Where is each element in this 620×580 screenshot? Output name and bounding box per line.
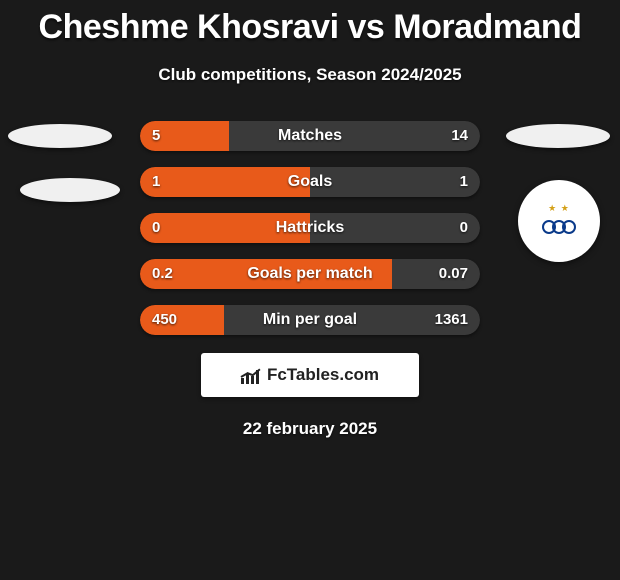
- fctables-label: FcTables.com: [267, 365, 379, 385]
- fctables-watermark: FcTables.com: [201, 353, 419, 397]
- chart-icon: [241, 366, 261, 384]
- stat-label: Matches: [140, 121, 480, 151]
- stat-bar: 4501361Min per goal: [140, 305, 480, 335]
- stat-label: Min per goal: [140, 305, 480, 335]
- stat-label: Hattricks: [140, 213, 480, 243]
- stat-label: Goals: [140, 167, 480, 197]
- stat-row: 4501361Min per goal: [0, 305, 620, 335]
- stat-bar: 0.20.07Goals per match: [140, 259, 480, 289]
- stat-row: 11Goals: [0, 167, 620, 197]
- stat-bar: 514Matches: [140, 121, 480, 151]
- stat-row: 00Hattricks: [0, 213, 620, 243]
- stat-row: 0.20.07Goals per match: [0, 259, 620, 289]
- stat-bar: 00Hattricks: [140, 213, 480, 243]
- stat-bar: 11Goals: [140, 167, 480, 197]
- date-label: 22 february 2025: [0, 419, 620, 439]
- page-title: Cheshme Khosravi vs Moradmand: [0, 0, 620, 47]
- subtitle: Club competitions, Season 2024/2025: [0, 65, 620, 85]
- stat-label: Goals per match: [140, 259, 480, 289]
- stat-row: 514Matches: [0, 121, 620, 151]
- stats-comparison: 514Matches 11Goals 00Hattricks 0.20.07Goals…: [0, 121, 620, 335]
